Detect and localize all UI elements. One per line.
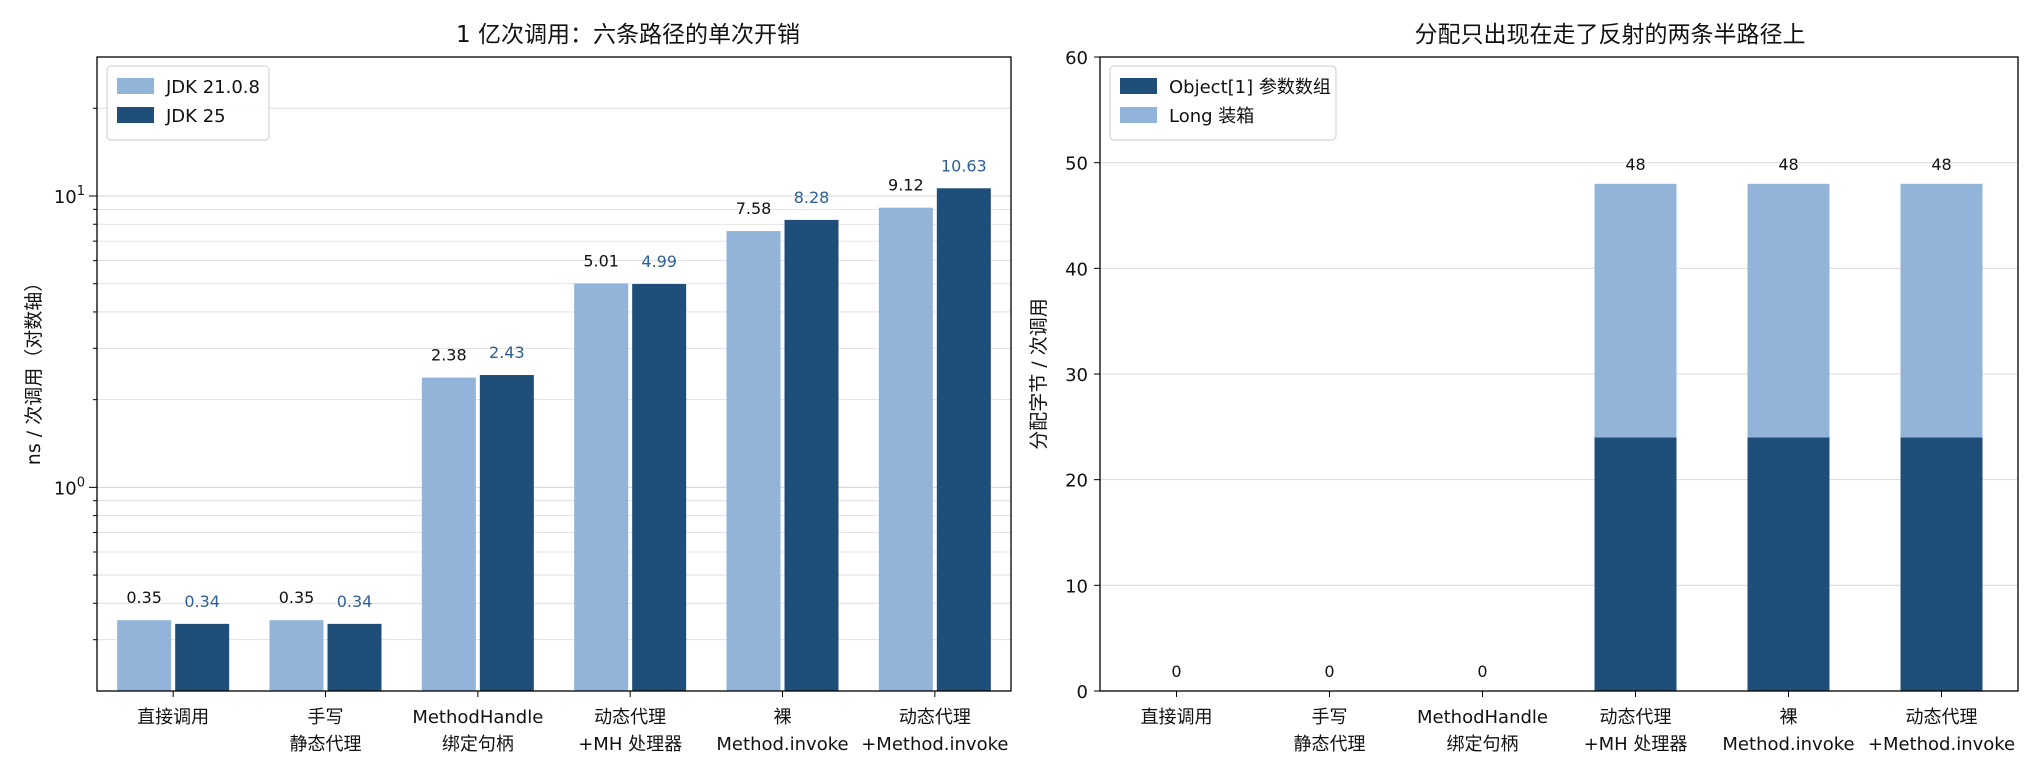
left-legend-label-0: JDK 21.0.8 — [165, 77, 260, 98]
bar-left-s0-c4 — [726, 231, 781, 691]
bar-left-s1-c1 — [327, 623, 382, 691]
right-legend-swatch-0 — [1120, 78, 1157, 94]
y-tick-label-right-4: 40 — [1065, 259, 1088, 280]
left-legend-swatch-0 — [117, 78, 154, 94]
x-tick-label-right-5-0: 动态代理 — [1906, 707, 1978, 728]
bar-left-s0-c0 — [117, 620, 172, 691]
x-tick-label-left-4-1: Method.invoke — [716, 734, 848, 755]
left-legend-label-1: JDK 25 — [165, 106, 226, 127]
total-label-right-c2: 0 — [1477, 662, 1487, 681]
data-label-left-s0-c1: 0.35 — [279, 588, 315, 607]
bar-right-s0-c5 — [1900, 437, 1983, 691]
data-label-left-s1-c0: 0.34 — [184, 592, 220, 611]
left-legend-swatch-1 — [117, 107, 154, 123]
total-label-right-c5: 48 — [1931, 155, 1951, 174]
right-legend-label-0: Object[1] 参数数组 — [1169, 77, 1331, 98]
x-tick-label-right-3-0: 动态代理 — [1600, 707, 1672, 728]
data-label-left-s0-c2: 2.38 — [431, 346, 467, 365]
x-tick-label-right-5-1: +Method.invoke — [1868, 734, 2015, 755]
bar-left-s0-c3 — [574, 283, 629, 691]
data-label-left-s1-c4: 8.28 — [794, 188, 830, 207]
y-tick-label-right-0: 0 — [1077, 682, 1088, 703]
bar-left-s1-c0 — [175, 623, 230, 691]
x-tick-label-right-1-1: 静态代理 — [1294, 734, 1366, 755]
x-tick-label-left-0-0: 直接调用 — [137, 707, 209, 728]
x-tick-label-right-1-0: 手写 — [1312, 707, 1348, 728]
total-label-right-c0: 0 — [1171, 662, 1181, 681]
bar-left-s0-c5 — [878, 207, 933, 691]
x-tick-label-right-2-1: 绑定句柄 — [1447, 734, 1519, 755]
y-tick-label-right-5: 50 — [1065, 154, 1088, 175]
y-tick-label-right-1: 10 — [1065, 576, 1088, 597]
right-legend — [1109, 65, 1337, 141]
plot-frame-left — [96, 56, 1012, 692]
x-tick-label-left-2-0: MethodHandle — [412, 707, 543, 728]
x-tick-label-right-3-1: +MH 处理器 — [1584, 734, 1688, 755]
data-label-left-s1-c1: 0.34 — [337, 592, 373, 611]
x-tick-label-left-3-0: 动态代理 — [594, 707, 666, 728]
x-tick-label-left-1-1: 静态代理 — [290, 734, 362, 755]
total-label-right-c1: 0 — [1324, 662, 1334, 681]
chart-title-left: 1 亿次调用：六条路径的单次开销 — [456, 22, 800, 48]
bar-left-s0-c2 — [421, 377, 476, 691]
y-axis-label-right: 分配字节 / 次调用 — [1028, 298, 1050, 449]
y-tick-label-left-1: 101 — [54, 184, 85, 208]
x-tick-label-left-4-0: 裸 — [774, 707, 792, 728]
plot-frame-right — [1099, 56, 2019, 692]
bar-left-s1-c5 — [936, 188, 991, 691]
x-tick-label-left-5-0: 动态代理 — [899, 707, 971, 728]
bar-right-s0-c4 — [1747, 437, 1830, 691]
y-tick-label-right-2: 20 — [1065, 471, 1088, 492]
bar-right-s1-c3 — [1594, 183, 1677, 438]
bar-left-s1-c4 — [784, 219, 839, 691]
bar-right-s1-c5 — [1900, 183, 1983, 438]
y-tick-label-right-3: 30 — [1065, 365, 1088, 386]
x-tick-label-left-1-0: 手写 — [308, 707, 344, 728]
total-label-right-c4: 48 — [1778, 155, 1798, 174]
data-label-left-s1-c2: 2.43 — [489, 343, 525, 362]
bar-left-s0-c1 — [269, 620, 324, 691]
data-label-left-s1-c3: 4.99 — [641, 252, 677, 271]
y-tick-label-left-0: 100 — [54, 475, 85, 499]
x-tick-label-left-2-1: 绑定句柄 — [442, 734, 514, 755]
data-label-left-s0-c0: 0.35 — [126, 588, 162, 607]
data-label-left-s0-c3: 5.01 — [583, 251, 619, 270]
bar-right-s1-c4 — [1747, 183, 1830, 438]
x-tick-label-left-5-1: +Method.invoke — [861, 734, 1008, 755]
x-tick-label-left-3-1: +MH 处理器 — [578, 734, 682, 755]
x-tick-label-right-2-0: MethodHandle — [1417, 707, 1548, 728]
bar-left-s1-c2 — [479, 375, 534, 691]
x-tick-label-right-4-1: Method.invoke — [1722, 734, 1854, 755]
total-label-right-c3: 48 — [1625, 155, 1645, 174]
x-tick-label-right-0-0: 直接调用 — [1141, 707, 1213, 728]
right-legend-label-1: Long 装箱 — [1169, 106, 1254, 127]
y-tick-label-right-6: 60 — [1065, 48, 1088, 69]
x-tick-label-right-4-0: 裸 — [1780, 707, 1798, 728]
right-legend-swatch-1 — [1120, 107, 1157, 123]
data-label-left-s0-c4: 7.58 — [736, 199, 772, 218]
chart-title-right: 分配只出现在走了反射的两条半路径上 — [1415, 22, 1806, 48]
bar-right-s0-c3 — [1594, 437, 1677, 691]
data-label-left-s1-c5: 10.63 — [941, 156, 987, 175]
data-label-left-s0-c5: 9.12 — [888, 176, 924, 195]
y-axis-label-left: ns / 次调用（对数轴） — [23, 273, 45, 465]
bar-left-s1-c3 — [632, 283, 687, 691]
